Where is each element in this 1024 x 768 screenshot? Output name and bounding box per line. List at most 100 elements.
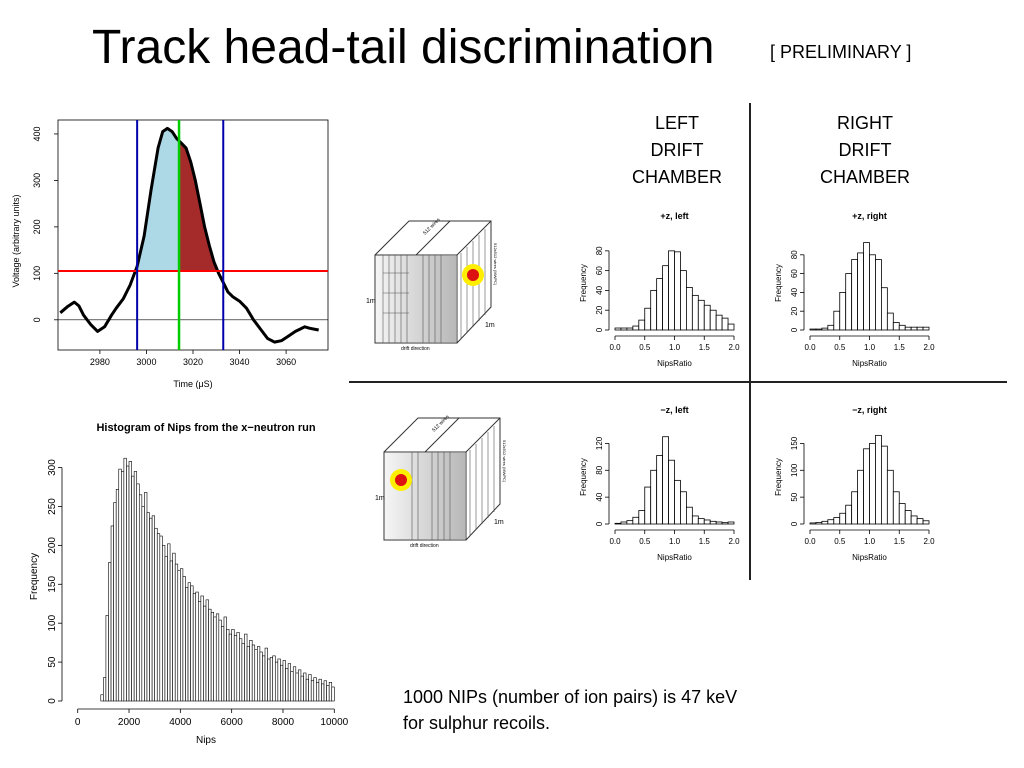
histogram-bar xyxy=(115,489,120,702)
waveform-chart: 2980 3000 3020 3040 3060 0 100 200 300 400 Time (μ… xyxy=(11,119,329,389)
histogram-bar xyxy=(169,560,173,702)
histogram-bar xyxy=(827,324,835,331)
histogram-bar xyxy=(331,686,335,702)
histogram-bar xyxy=(218,619,222,702)
histogram-bar xyxy=(167,543,171,702)
x-tick-label: 2000 xyxy=(118,717,141,728)
histogram-bar xyxy=(113,502,117,702)
drift-direction-label: drift direction xyxy=(410,543,439,549)
y-tick-label: 20 xyxy=(790,306,799,315)
x-tick-label: 2.0 xyxy=(923,537,935,546)
histogram-bar xyxy=(697,518,705,525)
x-tick-label: 0.5 xyxy=(834,343,846,352)
histogram-bar xyxy=(308,674,312,702)
histogram-bar xyxy=(195,591,199,702)
histogram-bar xyxy=(886,312,894,331)
histogram-bar xyxy=(138,494,143,702)
histogram-bar xyxy=(656,455,664,525)
histogram-bar xyxy=(190,585,194,702)
histogram-bar xyxy=(709,309,717,331)
x-tick-label: 4000 xyxy=(169,717,192,728)
left-label-line: CHAMBER xyxy=(631,167,722,187)
histogram-bar xyxy=(208,608,212,702)
x-axis-label: NipsRatio xyxy=(657,359,692,368)
histogram-bar xyxy=(154,527,158,702)
y-tick-label: 80 xyxy=(595,246,604,255)
histogram-bar xyxy=(221,626,225,702)
histogram-bar xyxy=(881,287,888,331)
histogram-bar xyxy=(668,459,675,525)
histogram-bar xyxy=(898,503,906,525)
histogram-bar xyxy=(187,582,191,702)
histogram-bar xyxy=(703,304,711,331)
histogram-bar xyxy=(128,461,132,702)
histogram-bar xyxy=(298,669,302,702)
pz-right-histogram: 0.0 0.5 1.0 1.5 2.0 0 20 40 60 80 NipsRatio Frequen… xyxy=(774,211,935,368)
x-tick-label: 3020 xyxy=(183,357,203,367)
histogram-bar xyxy=(300,675,304,702)
histogram-bar xyxy=(295,672,299,702)
y-tick-label: 150 xyxy=(790,436,799,450)
histogram-bar xyxy=(875,434,882,525)
y-axis-label: Frequency xyxy=(774,458,783,496)
x-tick-label: 1.0 xyxy=(669,537,681,546)
histogram-bar xyxy=(159,535,163,702)
histogram-bar xyxy=(904,510,912,525)
histogram-bar xyxy=(262,655,266,702)
histogram-bar xyxy=(910,326,918,331)
histogram-bar xyxy=(709,520,717,525)
x-tick-label: 6000 xyxy=(221,717,244,728)
x-axis-label: Nips xyxy=(196,735,216,746)
histogram-bar xyxy=(827,519,835,525)
histogram-bar xyxy=(851,491,859,525)
x-tick-label: 3040 xyxy=(230,357,250,367)
histogram-bar xyxy=(662,436,669,525)
x-axis-label: Time (μS) xyxy=(173,379,212,389)
histogram-bar xyxy=(686,287,693,331)
y-tick-label: 60 xyxy=(790,269,799,278)
histogram-bar xyxy=(869,254,876,331)
histogram-bar xyxy=(285,668,289,702)
dim-label: 1m xyxy=(494,519,504,526)
histogram-bar xyxy=(620,327,628,331)
histogram-bar xyxy=(172,552,176,702)
histogram-bar xyxy=(118,468,122,702)
histogram-bar xyxy=(809,522,817,525)
histogram-bar xyxy=(715,521,723,525)
histogram-bar xyxy=(103,677,107,702)
pz-left-histogram: 0.0 0.5 1.0 1.5 2.0 0 20 40 60 80 NipsRatio Frequen… xyxy=(579,211,740,368)
histogram-bar xyxy=(626,520,634,525)
histogram-bar xyxy=(863,242,870,331)
x-axis-label: NipsRatio xyxy=(852,553,887,562)
histogram-bar xyxy=(857,469,864,525)
histogram-bar xyxy=(249,640,253,702)
histogram-bar xyxy=(210,611,214,702)
y-tick-label: 400 xyxy=(32,126,42,141)
histogram-bar xyxy=(727,521,735,525)
histogram-bar xyxy=(272,655,276,702)
histogram-bar xyxy=(105,615,109,702)
histogram-bar xyxy=(313,677,317,702)
x-tick-label: 0.5 xyxy=(834,537,846,546)
caption-line: for sulphur recoils. xyxy=(403,713,551,733)
histogram-bar xyxy=(898,324,906,331)
histogram-bar xyxy=(316,682,320,702)
histogram-bar xyxy=(287,663,291,702)
histogram-bar xyxy=(136,483,140,702)
histogram-bar xyxy=(638,510,646,525)
x-tick-label: 1.5 xyxy=(699,343,711,352)
y-tick-label: 0 xyxy=(47,698,58,704)
histogram-bar xyxy=(269,657,274,702)
histogram-bar xyxy=(632,325,640,331)
detector-diagram-bottom: 512 wires 512x512 wires (MWPC) 1m 1m dri… xyxy=(372,410,512,550)
vertical-divider xyxy=(749,103,751,580)
waveform-line xyxy=(59,126,319,344)
histogram-bar xyxy=(833,517,841,525)
dim-label: 1m xyxy=(366,298,376,305)
mz-right-histogram: 0.0 0.5 1.0 1.5 2.0 0 50 100 150 NipsRatio Frequen… xyxy=(774,405,935,562)
histogram-bar xyxy=(644,486,652,525)
histogram-bar xyxy=(151,515,155,702)
histogram-bar xyxy=(614,327,622,331)
x-tick-label: 3000 xyxy=(136,357,156,367)
histogram-bar xyxy=(203,605,207,702)
